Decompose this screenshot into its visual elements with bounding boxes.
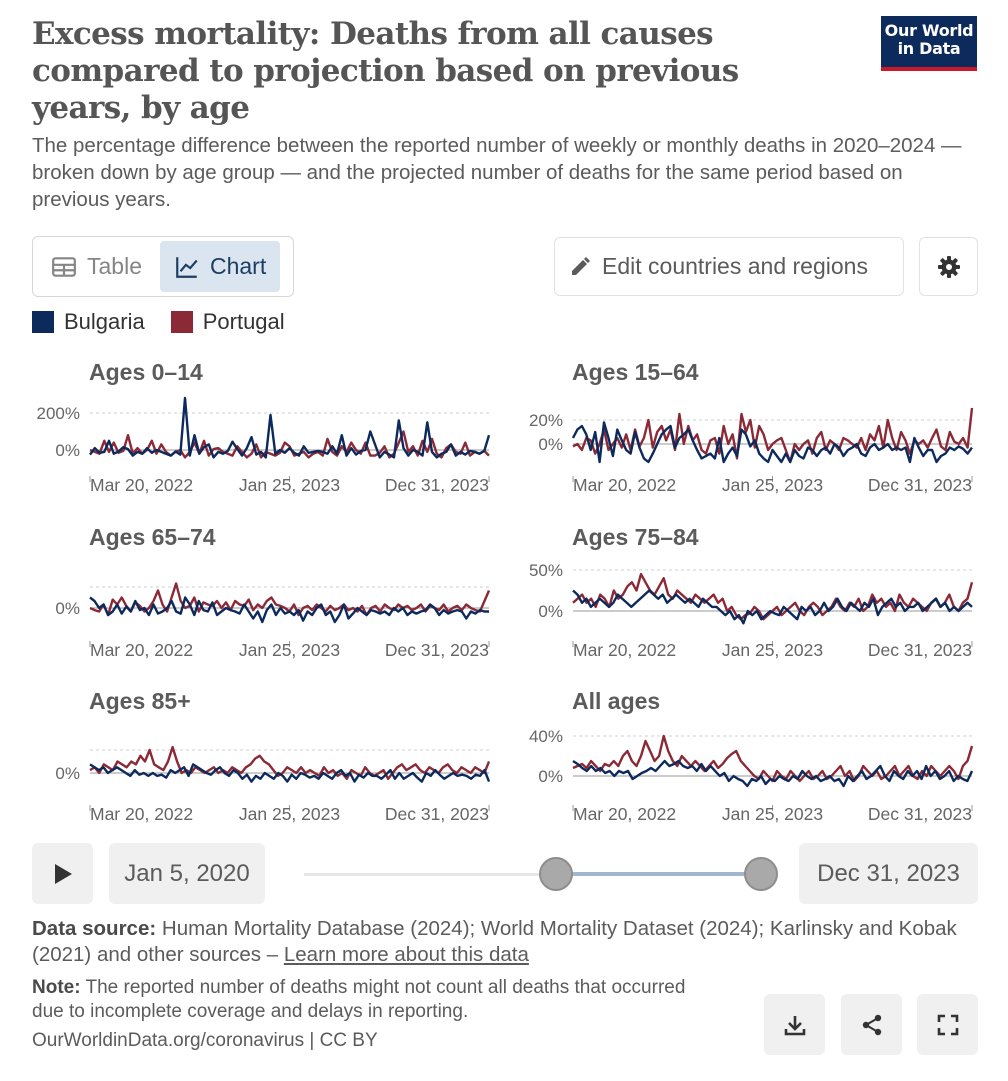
x-tick-label: Jan 25, 2023 bbox=[722, 804, 823, 824]
y-tick-label: 0% bbox=[538, 602, 563, 621]
credit-line[interactable]: OurWorldinData.org/coronavirus | CC BY bbox=[32, 1030, 378, 1051]
view-tabs: Table Chart bbox=[32, 236, 294, 297]
download-button[interactable] bbox=[764, 994, 825, 1055]
fullscreen-icon bbox=[937, 1014, 958, 1035]
y-tick-label: 0% bbox=[55, 764, 80, 783]
panel-title: Ages 85+ bbox=[89, 688, 191, 714]
y-tick-label: 200% bbox=[37, 404, 80, 423]
tab-table-label: Table bbox=[87, 253, 142, 279]
x-tick-label: Dec 31, 2023 bbox=[385, 475, 489, 495]
logo-line-1: Our World bbox=[884, 21, 974, 40]
share-button[interactable] bbox=[841, 994, 902, 1055]
timeline: Jan 5, 2020 Dec 31, 2023 bbox=[32, 843, 978, 905]
x-tick-label: Jan 25, 2023 bbox=[722, 475, 823, 495]
timeline-track[interactable] bbox=[304, 873, 764, 876]
note-text: The reported number of deaths might not … bbox=[32, 977, 686, 1022]
panel-title: Ages 75–84 bbox=[572, 524, 699, 550]
panel-title: All ages bbox=[572, 688, 660, 714]
logo-line-2: in Data bbox=[897, 39, 961, 58]
series-line-bulgaria[interactable] bbox=[89, 396, 491, 459]
end-date-label[interactable]: Dec 31, 2023 bbox=[799, 843, 978, 904]
data-source-text: Human Mortality Database (2024); World M… bbox=[32, 917, 957, 966]
end-handle[interactable] bbox=[744, 857, 778, 891]
panel-title: Ages 0–14 bbox=[89, 359, 203, 385]
fullscreen-button[interactable] bbox=[917, 994, 978, 1055]
note: Note: The reported number of deaths migh… bbox=[32, 976, 712, 1024]
y-tick-label: 0% bbox=[55, 441, 80, 460]
x-tick-label: Mar 20, 2022 bbox=[573, 640, 676, 660]
tab-chart[interactable]: Chart bbox=[159, 241, 281, 292]
legend-label-portugal: Portugal bbox=[202, 309, 285, 334]
x-tick-label: Dec 31, 2023 bbox=[868, 475, 972, 495]
legend-swatch-portugal bbox=[170, 311, 193, 333]
series-line-portugal[interactable] bbox=[89, 745, 491, 780]
start-date-label[interactable]: Jan 5, 2020 bbox=[109, 843, 265, 904]
panel-title: Ages 15–64 bbox=[572, 359, 699, 385]
x-tick-label: Jan 25, 2023 bbox=[239, 804, 340, 824]
legend-swatch-bulgaria bbox=[32, 311, 54, 333]
learn-more-link[interactable]: Learn more about this data bbox=[283, 943, 529, 966]
note-label: Note: bbox=[32, 977, 81, 998]
edit-countries-button[interactable]: Edit countries and regions bbox=[554, 237, 904, 296]
download-icon bbox=[784, 1015, 805, 1035]
series-line-bulgaria[interactable] bbox=[572, 589, 973, 625]
pencil-icon bbox=[572, 256, 590, 275]
chart-title: Excess mortality: Deaths from all causes… bbox=[32, 16, 739, 126]
legend: Bulgaria Portugal bbox=[32, 309, 285, 335]
series-line-bulgaria[interactable] bbox=[89, 596, 489, 624]
x-tick-label: Jan 25, 2023 bbox=[239, 640, 340, 660]
legend-item-bulgaria[interactable]: Bulgaria bbox=[32, 309, 145, 335]
y-tick-label: 40% bbox=[529, 727, 563, 746]
y-tick-label: 50% bbox=[529, 561, 563, 580]
x-tick-label: Dec 31, 2023 bbox=[385, 640, 489, 660]
legend-label-bulgaria: Bulgaria bbox=[64, 309, 145, 334]
x-tick-label: Jan 25, 2023 bbox=[239, 475, 340, 495]
y-tick-label: 0% bbox=[538, 435, 563, 454]
series-line-portugal[interactable] bbox=[89, 430, 490, 459]
play-button[interactable] bbox=[32, 843, 93, 904]
x-tick-label: Jan 25, 2023 bbox=[722, 640, 823, 660]
x-tick-label: Mar 20, 2022 bbox=[90, 804, 193, 824]
x-tick-label: Dec 31, 2023 bbox=[868, 640, 972, 660]
edit-countries-label: Edit countries and regions bbox=[602, 253, 868, 279]
play-icon bbox=[54, 863, 72, 884]
x-tick-label: Mar 20, 2022 bbox=[90, 640, 193, 660]
table-icon bbox=[52, 256, 76, 277]
series-line-bulgaria[interactable] bbox=[571, 421, 973, 464]
tab-chart-label: Chart bbox=[209, 253, 267, 279]
timeline-selected-range bbox=[555, 872, 761, 876]
x-tick-label: Mar 20, 2022 bbox=[573, 475, 676, 495]
line-chart-icon bbox=[176, 256, 198, 278]
x-tick-label: Dec 31, 2023 bbox=[868, 804, 972, 824]
small-multiples-charts: Ages 0–14 200% 0% Mar 20, 2022 Jan 25, 2023 D… bbox=[37, 359, 974, 824]
data-source-label: Data source: bbox=[32, 917, 157, 940]
panel-title: Ages 65–74 bbox=[89, 524, 216, 550]
data-source: Data source: Human Mortality Database (2… bbox=[32, 916, 982, 968]
start-handle[interactable] bbox=[539, 857, 573, 891]
legend-item-portugal[interactable]: Portugal bbox=[170, 309, 285, 335]
tab-table[interactable]: Table bbox=[37, 241, 156, 292]
gear-icon bbox=[937, 255, 960, 278]
x-tick-label: Mar 20, 2022 bbox=[90, 475, 193, 495]
share-icon bbox=[862, 1014, 881, 1035]
y-tick-label: 20% bbox=[529, 411, 563, 430]
series-line-bulgaria[interactable] bbox=[89, 763, 491, 783]
owid-logo[interactable]: Our World in Data bbox=[881, 16, 977, 71]
settings-button[interactable] bbox=[919, 237, 978, 296]
x-tick-label: Mar 20, 2022 bbox=[573, 804, 676, 824]
x-tick-label: Dec 31, 2023 bbox=[385, 804, 489, 824]
y-tick-label: 0% bbox=[538, 767, 563, 786]
chart-subtitle: The percentage difference between the re… bbox=[32, 134, 962, 211]
y-tick-label: 0% bbox=[55, 599, 80, 618]
series-line-bulgaria[interactable] bbox=[572, 759, 974, 788]
